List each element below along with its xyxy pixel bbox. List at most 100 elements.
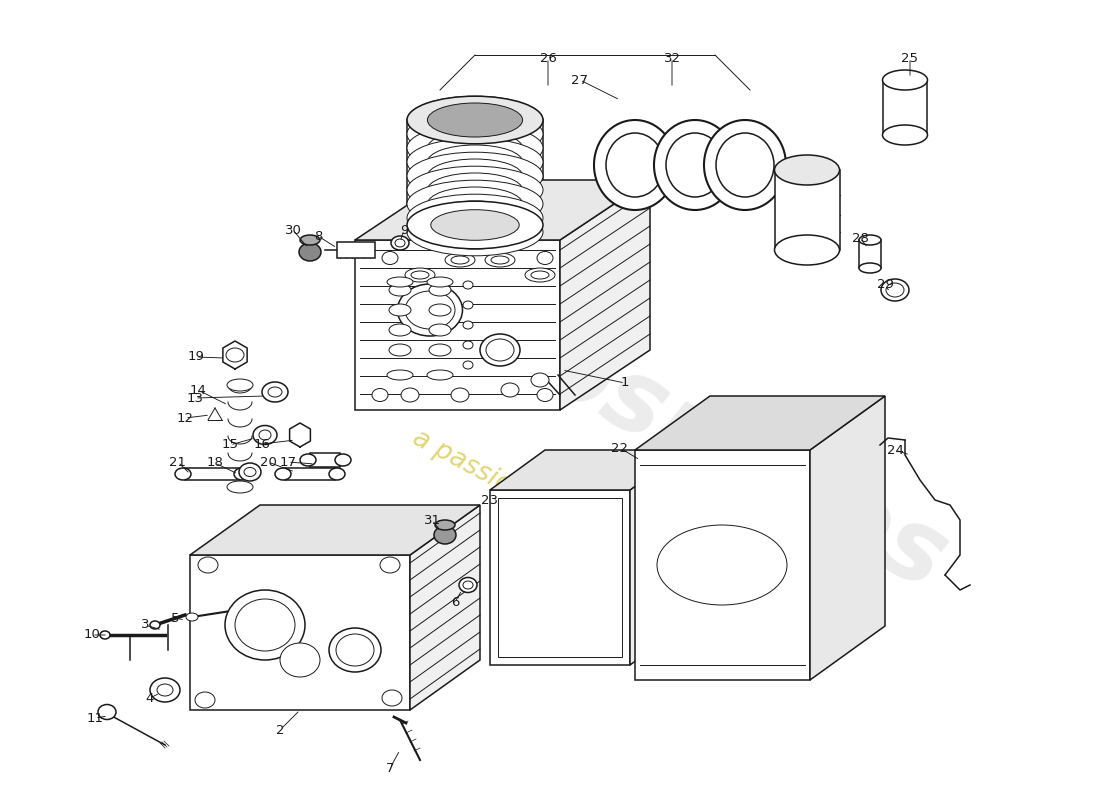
Ellipse shape (428, 103, 522, 137)
Polygon shape (185, 468, 240, 480)
Text: 24: 24 (887, 443, 903, 457)
Text: 31: 31 (424, 514, 440, 526)
Ellipse shape (226, 348, 244, 362)
Polygon shape (285, 468, 336, 480)
Ellipse shape (239, 463, 261, 481)
Ellipse shape (234, 468, 250, 480)
Ellipse shape (382, 251, 398, 265)
Text: eurospares: eurospares (358, 229, 962, 611)
Ellipse shape (463, 321, 473, 329)
Text: 28: 28 (851, 231, 868, 245)
Ellipse shape (407, 166, 543, 214)
Ellipse shape (300, 454, 316, 466)
Text: 12: 12 (176, 411, 194, 425)
Ellipse shape (486, 339, 514, 361)
Ellipse shape (258, 430, 271, 440)
Ellipse shape (389, 324, 411, 336)
Ellipse shape (407, 96, 543, 144)
Ellipse shape (262, 382, 288, 402)
Text: 16: 16 (254, 438, 271, 450)
Text: 18: 18 (207, 457, 223, 470)
Ellipse shape (150, 678, 180, 702)
Ellipse shape (387, 277, 412, 287)
Ellipse shape (407, 208, 543, 256)
Ellipse shape (186, 613, 198, 621)
Ellipse shape (405, 268, 435, 282)
Polygon shape (410, 505, 480, 710)
Ellipse shape (666, 133, 724, 197)
Ellipse shape (395, 239, 405, 247)
Ellipse shape (463, 341, 473, 349)
Ellipse shape (198, 557, 218, 573)
Ellipse shape (226, 590, 305, 660)
Polygon shape (190, 555, 410, 710)
Ellipse shape (389, 344, 411, 356)
Ellipse shape (98, 705, 116, 719)
Ellipse shape (537, 389, 553, 402)
Ellipse shape (253, 426, 277, 445)
Polygon shape (560, 180, 650, 410)
Text: 6: 6 (451, 595, 459, 609)
Ellipse shape (397, 284, 462, 336)
Ellipse shape (336, 634, 374, 666)
Polygon shape (490, 450, 685, 490)
Text: 11: 11 (87, 711, 103, 725)
Text: 15: 15 (221, 438, 239, 451)
Ellipse shape (427, 277, 453, 287)
Ellipse shape (463, 581, 473, 589)
Text: a passion for parts since 1985: a passion for parts since 1985 (408, 425, 772, 635)
Ellipse shape (480, 334, 520, 366)
Ellipse shape (428, 131, 522, 165)
Ellipse shape (774, 155, 839, 185)
Ellipse shape (175, 468, 191, 480)
Ellipse shape (157, 684, 173, 696)
Ellipse shape (382, 690, 402, 706)
Ellipse shape (227, 379, 253, 391)
Polygon shape (355, 180, 650, 240)
Text: 17: 17 (279, 455, 297, 469)
Text: 32: 32 (663, 51, 681, 65)
Ellipse shape (244, 604, 256, 612)
Ellipse shape (389, 304, 411, 316)
Ellipse shape (336, 454, 351, 466)
Ellipse shape (654, 120, 736, 210)
Polygon shape (337, 242, 375, 258)
Polygon shape (635, 450, 810, 680)
Ellipse shape (195, 692, 214, 708)
Ellipse shape (594, 120, 676, 210)
Ellipse shape (329, 468, 345, 480)
Ellipse shape (429, 284, 451, 296)
Polygon shape (490, 490, 630, 665)
Ellipse shape (407, 124, 543, 172)
Polygon shape (310, 453, 340, 467)
Text: 26: 26 (540, 51, 557, 65)
Ellipse shape (379, 557, 400, 573)
Ellipse shape (100, 631, 110, 639)
Text: 29: 29 (877, 278, 893, 291)
Ellipse shape (429, 344, 451, 356)
Text: 13: 13 (187, 391, 204, 405)
Ellipse shape (716, 133, 774, 197)
Ellipse shape (390, 236, 409, 250)
Text: 7: 7 (386, 762, 394, 774)
Ellipse shape (859, 263, 881, 273)
Ellipse shape (431, 210, 519, 240)
Polygon shape (355, 240, 560, 410)
Text: 27: 27 (572, 74, 588, 86)
Ellipse shape (500, 383, 519, 397)
Ellipse shape (387, 370, 412, 380)
Ellipse shape (704, 120, 786, 210)
Text: 5: 5 (170, 611, 179, 625)
Ellipse shape (491, 256, 509, 264)
Ellipse shape (329, 628, 381, 672)
Ellipse shape (428, 159, 522, 193)
Ellipse shape (429, 324, 451, 336)
Ellipse shape (428, 145, 522, 179)
Ellipse shape (606, 133, 664, 197)
Ellipse shape (463, 361, 473, 369)
Ellipse shape (531, 271, 549, 279)
Ellipse shape (407, 180, 543, 228)
Polygon shape (498, 498, 622, 657)
Polygon shape (810, 396, 886, 680)
Ellipse shape (407, 96, 543, 144)
